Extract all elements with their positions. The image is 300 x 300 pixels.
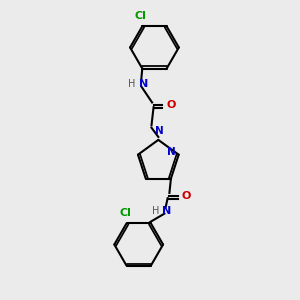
Text: H: H [128,79,136,89]
Text: N: N [139,79,148,89]
Text: N: N [167,147,176,157]
Text: H: H [152,206,159,216]
Text: Cl: Cl [135,11,147,21]
Text: O: O [182,191,191,201]
Text: N: N [155,126,164,136]
Text: N: N [162,206,171,216]
Text: O: O [166,100,176,110]
Text: Cl: Cl [119,208,131,218]
